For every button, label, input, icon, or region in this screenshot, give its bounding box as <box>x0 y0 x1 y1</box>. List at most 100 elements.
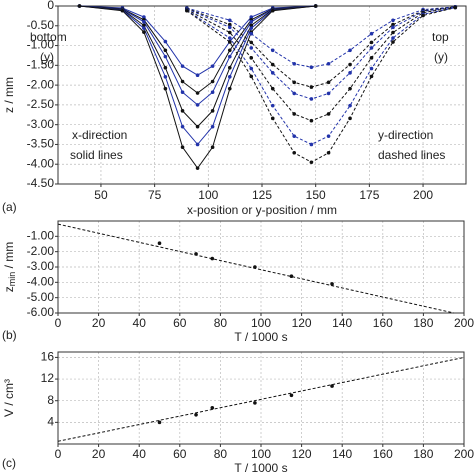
y-tick-label: -5.00 <box>27 290 55 304</box>
annotation: solid lines <box>70 148 123 162</box>
data-point <box>270 86 275 91</box>
x-tick-label: 180 <box>413 447 433 461</box>
annotation: (y) <box>434 50 448 64</box>
y-axis-label: V / cm³ <box>2 379 16 417</box>
data-point <box>180 109 185 113</box>
plot-frame <box>57 220 465 314</box>
x-tick-label: 0 <box>55 316 62 330</box>
data-point <box>195 142 200 147</box>
data-point <box>180 79 185 84</box>
data-point <box>163 75 168 79</box>
panel: -1.00-2.00-3.00 -4.00-5.00-6.000 20 40 60 80 1… <box>2 220 474 344</box>
data-point <box>326 80 331 85</box>
x-tick-label: 100 <box>198 188 218 202</box>
series-line <box>186 6 456 68</box>
y-tick-label: 0 <box>47 0 54 12</box>
x-tick-label: 175 <box>359 188 379 202</box>
series-line <box>186 6 456 122</box>
x-tick-label: 80 <box>214 316 228 330</box>
data-point <box>210 145 215 150</box>
data-point <box>391 22 395 27</box>
series-line <box>58 223 454 314</box>
data-point <box>227 75 232 79</box>
data-point <box>253 401 257 405</box>
x-tick-label: 60 <box>173 316 187 330</box>
data-point <box>157 241 162 246</box>
data-point <box>227 30 232 35</box>
data-point <box>210 124 215 129</box>
data-point <box>348 48 352 53</box>
data-point <box>369 31 374 36</box>
data-point <box>210 256 215 261</box>
data-point <box>120 8 125 13</box>
y-axis-label: z / mm <box>2 77 16 113</box>
series-line <box>58 356 464 442</box>
data-point <box>227 48 232 53</box>
annotation: y-direction <box>378 128 433 142</box>
x-tick-label: 160 <box>373 447 393 461</box>
data-point <box>270 116 275 121</box>
x-tick-label: 60 <box>173 447 187 461</box>
y-tick-label: 16 <box>41 350 55 364</box>
data-point <box>326 134 331 138</box>
y-tick-label: -1.00 <box>27 38 55 52</box>
plot-frame <box>57 5 467 185</box>
data-point <box>142 23 146 28</box>
data-point <box>227 22 232 27</box>
x-tick-label: 100 <box>251 316 271 330</box>
data-point <box>185 8 189 13</box>
data-point <box>142 30 146 34</box>
y-tick-label: 4 <box>47 415 54 429</box>
x-axis-label: T / 1000 s <box>234 461 287 474</box>
data-point <box>391 25 395 30</box>
data-point <box>249 46 254 50</box>
data-point <box>348 103 352 108</box>
panel-label: (c) <box>2 456 16 470</box>
y-tick-label: -4.00 <box>27 156 55 170</box>
data-point <box>163 48 168 53</box>
y-axis-label-sub: min <box>7 272 17 287</box>
data-point <box>270 8 275 13</box>
panel: 0 -0.50 -1.00 -1.50 -2.00 -2.50 -3.00 -3.50 -4.0… <box>2 0 467 217</box>
data-point <box>369 56 374 60</box>
data-point <box>163 39 168 44</box>
data-point <box>292 80 297 85</box>
data-point <box>210 64 215 68</box>
data-point <box>249 56 254 60</box>
data-point <box>348 71 352 75</box>
x-tick-label: 200 <box>413 188 433 202</box>
y-tick-label: -4.50 <box>27 176 55 190</box>
data-point <box>163 54 168 59</box>
data-point <box>249 26 254 30</box>
annotation: dashed lines <box>378 148 445 162</box>
data-point <box>292 112 297 116</box>
data-point <box>292 61 297 66</box>
data-point <box>326 61 331 66</box>
x-axis-label: x-position or y-position / mm <box>187 203 337 217</box>
y-tick-label: -1.50 <box>27 58 55 72</box>
y-tick-label: -2.00 <box>27 244 55 258</box>
data-point <box>289 393 294 398</box>
x-tick-label: 160 <box>373 316 393 330</box>
x-tick-label: 140 <box>332 316 352 330</box>
data-point <box>163 65 168 70</box>
annotation: top <box>432 30 449 44</box>
data-point <box>249 31 254 36</box>
x-tick-label: 20 <box>92 316 106 330</box>
data-point <box>391 36 395 40</box>
data-point <box>195 166 200 170</box>
data-point <box>249 66 254 71</box>
x-tick-label: 150 <box>306 188 326 202</box>
series-line <box>79 5 316 76</box>
data-point <box>309 85 314 89</box>
data-point <box>313 4 318 8</box>
y-axis-label-main: z / mm <box>2 77 16 113</box>
x-tick-label: 125 <box>252 188 272 202</box>
plot-frame <box>57 351 465 445</box>
series-line <box>79 5 316 94</box>
data-point <box>309 97 314 101</box>
data-point <box>391 30 395 35</box>
data-point <box>227 65 232 70</box>
